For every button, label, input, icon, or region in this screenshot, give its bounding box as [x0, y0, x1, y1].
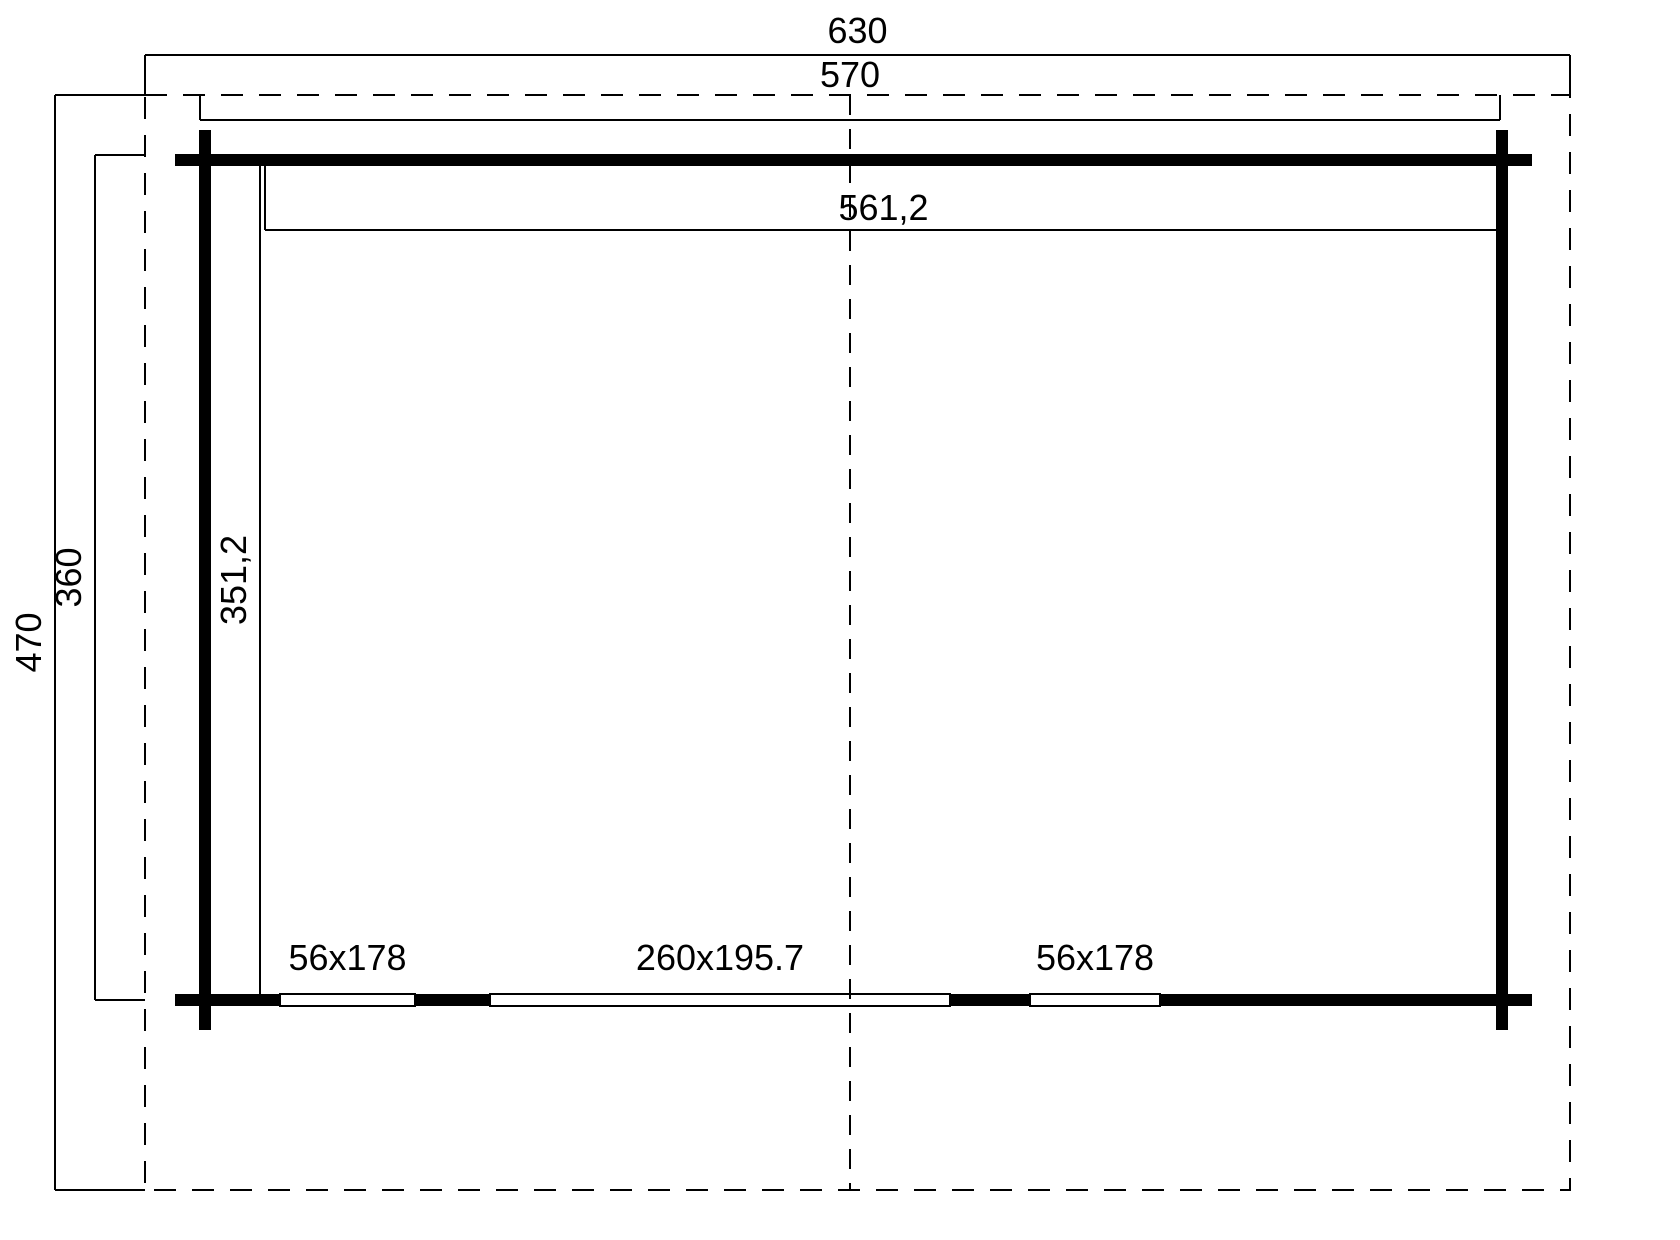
dim-label-outer-height: 470: [8, 612, 49, 672]
opening-window-right: [1030, 994, 1160, 1006]
floorplan-diagram: 630570 470 360 56x178 260x195.7 56x178 561,2 35…: [0, 0, 1680, 1240]
dim-label-wall-width: 570: [820, 54, 880, 95]
label-window-right: 56x178: [1036, 937, 1154, 978]
outer-boundary: [145, 95, 1570, 1190]
opening-window-left: [280, 994, 415, 1006]
label-door-center: 260x195.7: [636, 937, 804, 978]
dim-label-wall-height: 360: [48, 547, 89, 607]
dim-label-inner-width: 561,2: [838, 187, 928, 228]
dim-label-inner-height: 351,2: [213, 535, 254, 625]
label-window-left: 56x178: [288, 937, 406, 978]
opening-door-center: [490, 994, 950, 1006]
dim-label-outer-width: 630: [827, 10, 887, 51]
